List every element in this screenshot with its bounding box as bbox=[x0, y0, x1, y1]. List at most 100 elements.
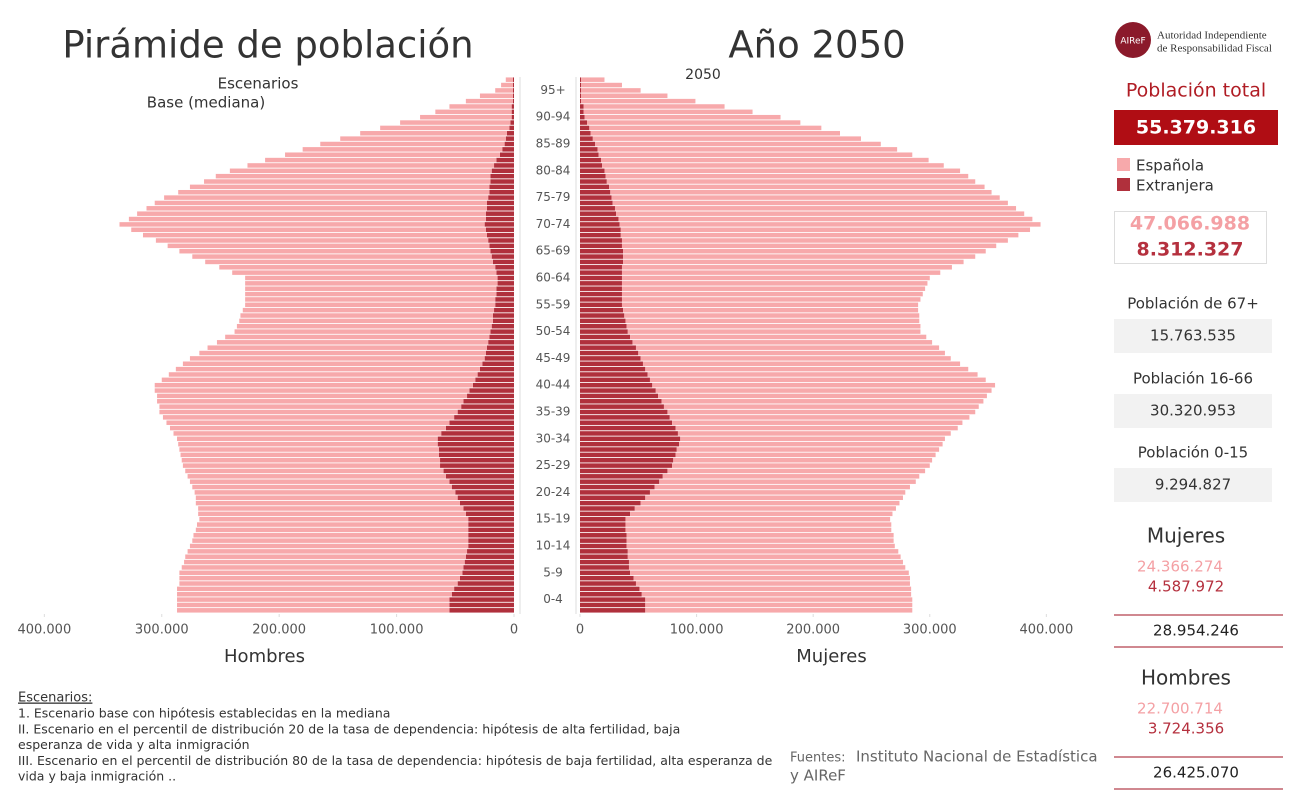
bar bbox=[484, 356, 514, 361]
bar bbox=[484, 222, 514, 227]
bar bbox=[580, 522, 626, 527]
bar bbox=[486, 345, 514, 350]
bar bbox=[497, 281, 514, 286]
bar bbox=[645, 608, 913, 613]
bar bbox=[192, 254, 492, 259]
bar bbox=[449, 479, 514, 484]
bar bbox=[580, 173, 606, 179]
bar bbox=[486, 200, 514, 206]
bar bbox=[580, 452, 676, 458]
page-title: Pirámide de población bbox=[62, 24, 473, 67]
bar bbox=[511, 104, 514, 109]
bar bbox=[173, 431, 442, 436]
bar bbox=[485, 216, 514, 222]
bar bbox=[495, 88, 513, 93]
bar bbox=[207, 345, 487, 350]
bar bbox=[154, 382, 473, 388]
bar bbox=[489, 184, 514, 190]
bar bbox=[609, 184, 985, 190]
bar bbox=[505, 136, 514, 141]
bar bbox=[654, 484, 910, 490]
bar bbox=[454, 415, 514, 420]
logo bbox=[1115, 22, 1151, 58]
bar bbox=[462, 570, 514, 576]
bar bbox=[580, 533, 627, 538]
bar bbox=[496, 291, 514, 297]
bar bbox=[580, 554, 628, 559]
bar bbox=[463, 565, 514, 570]
bar bbox=[663, 404, 979, 409]
group-label: Población 16-66 bbox=[1133, 370, 1253, 388]
bar bbox=[285, 152, 500, 157]
bar bbox=[192, 484, 452, 490]
age-label: 75-79 bbox=[536, 190, 571, 204]
bar bbox=[675, 425, 958, 431]
bar bbox=[247, 163, 495, 168]
bar bbox=[672, 420, 963, 425]
bar bbox=[580, 608, 646, 613]
bar bbox=[602, 163, 944, 168]
bar bbox=[225, 334, 490, 340]
bar bbox=[187, 549, 468, 554]
bar bbox=[463, 506, 514, 511]
age-label: 65-69 bbox=[536, 244, 571, 258]
bar bbox=[441, 431, 514, 436]
bar bbox=[580, 468, 668, 474]
bar bbox=[491, 254, 514, 259]
bar bbox=[464, 559, 514, 565]
x-axis-label: Mujeres bbox=[796, 646, 866, 667]
bar bbox=[640, 356, 951, 361]
age-label: 0-4 bbox=[543, 592, 563, 606]
bar bbox=[468, 527, 514, 533]
age-label: 35-39 bbox=[536, 405, 571, 419]
bar bbox=[495, 302, 514, 308]
note-line: II. Escenario en el percentil de distrib… bbox=[18, 721, 680, 736]
bar bbox=[645, 495, 903, 501]
bar bbox=[580, 136, 593, 141]
bar bbox=[595, 141, 881, 147]
bar bbox=[479, 366, 514, 372]
bar bbox=[584, 114, 781, 120]
bar bbox=[485, 350, 514, 356]
bar bbox=[164, 195, 489, 200]
sex-total: 26.425.070 bbox=[1153, 764, 1239, 782]
bar bbox=[159, 409, 458, 415]
bar bbox=[475, 377, 514, 383]
bar bbox=[461, 404, 514, 409]
x-tick-label: 400.000 bbox=[1019, 623, 1073, 638]
note-line: vida y baja inmigración .. bbox=[18, 769, 176, 784]
bar bbox=[623, 259, 964, 265]
bar bbox=[154, 200, 487, 206]
bar bbox=[468, 543, 514, 549]
bar bbox=[177, 591, 452, 597]
logo-text: AIReF bbox=[1120, 37, 1145, 47]
bar bbox=[580, 307, 624, 313]
bar bbox=[580, 575, 634, 581]
x-tick-label: 100.000 bbox=[370, 623, 424, 638]
group-value: 30.320.953 bbox=[1150, 402, 1236, 420]
bar bbox=[623, 248, 986, 254]
bar bbox=[621, 286, 926, 291]
sex-extranjera: 4.587.972 bbox=[1148, 578, 1224, 596]
bar bbox=[242, 307, 495, 313]
note-line: esperanza de vida y alta inmigración bbox=[18, 737, 250, 752]
bar bbox=[606, 179, 976, 184]
bar bbox=[182, 361, 483, 367]
bar bbox=[182, 463, 441, 468]
bar bbox=[580, 88, 582, 93]
split-box bbox=[1114, 211, 1267, 264]
bar bbox=[320, 141, 505, 147]
bar bbox=[586, 120, 801, 125]
bar bbox=[580, 527, 626, 533]
scenario-label: Escenarios bbox=[218, 75, 299, 93]
age-label: 30-34 bbox=[536, 431, 571, 445]
bar bbox=[580, 597, 646, 602]
bar bbox=[580, 356, 641, 361]
total-box bbox=[1114, 110, 1278, 145]
age-label: 10-14 bbox=[536, 539, 571, 553]
bar bbox=[239, 318, 493, 324]
bar bbox=[177, 436, 438, 442]
bar bbox=[580, 404, 664, 409]
bar bbox=[491, 168, 514, 174]
x-tick-label: 300.000 bbox=[135, 623, 189, 638]
